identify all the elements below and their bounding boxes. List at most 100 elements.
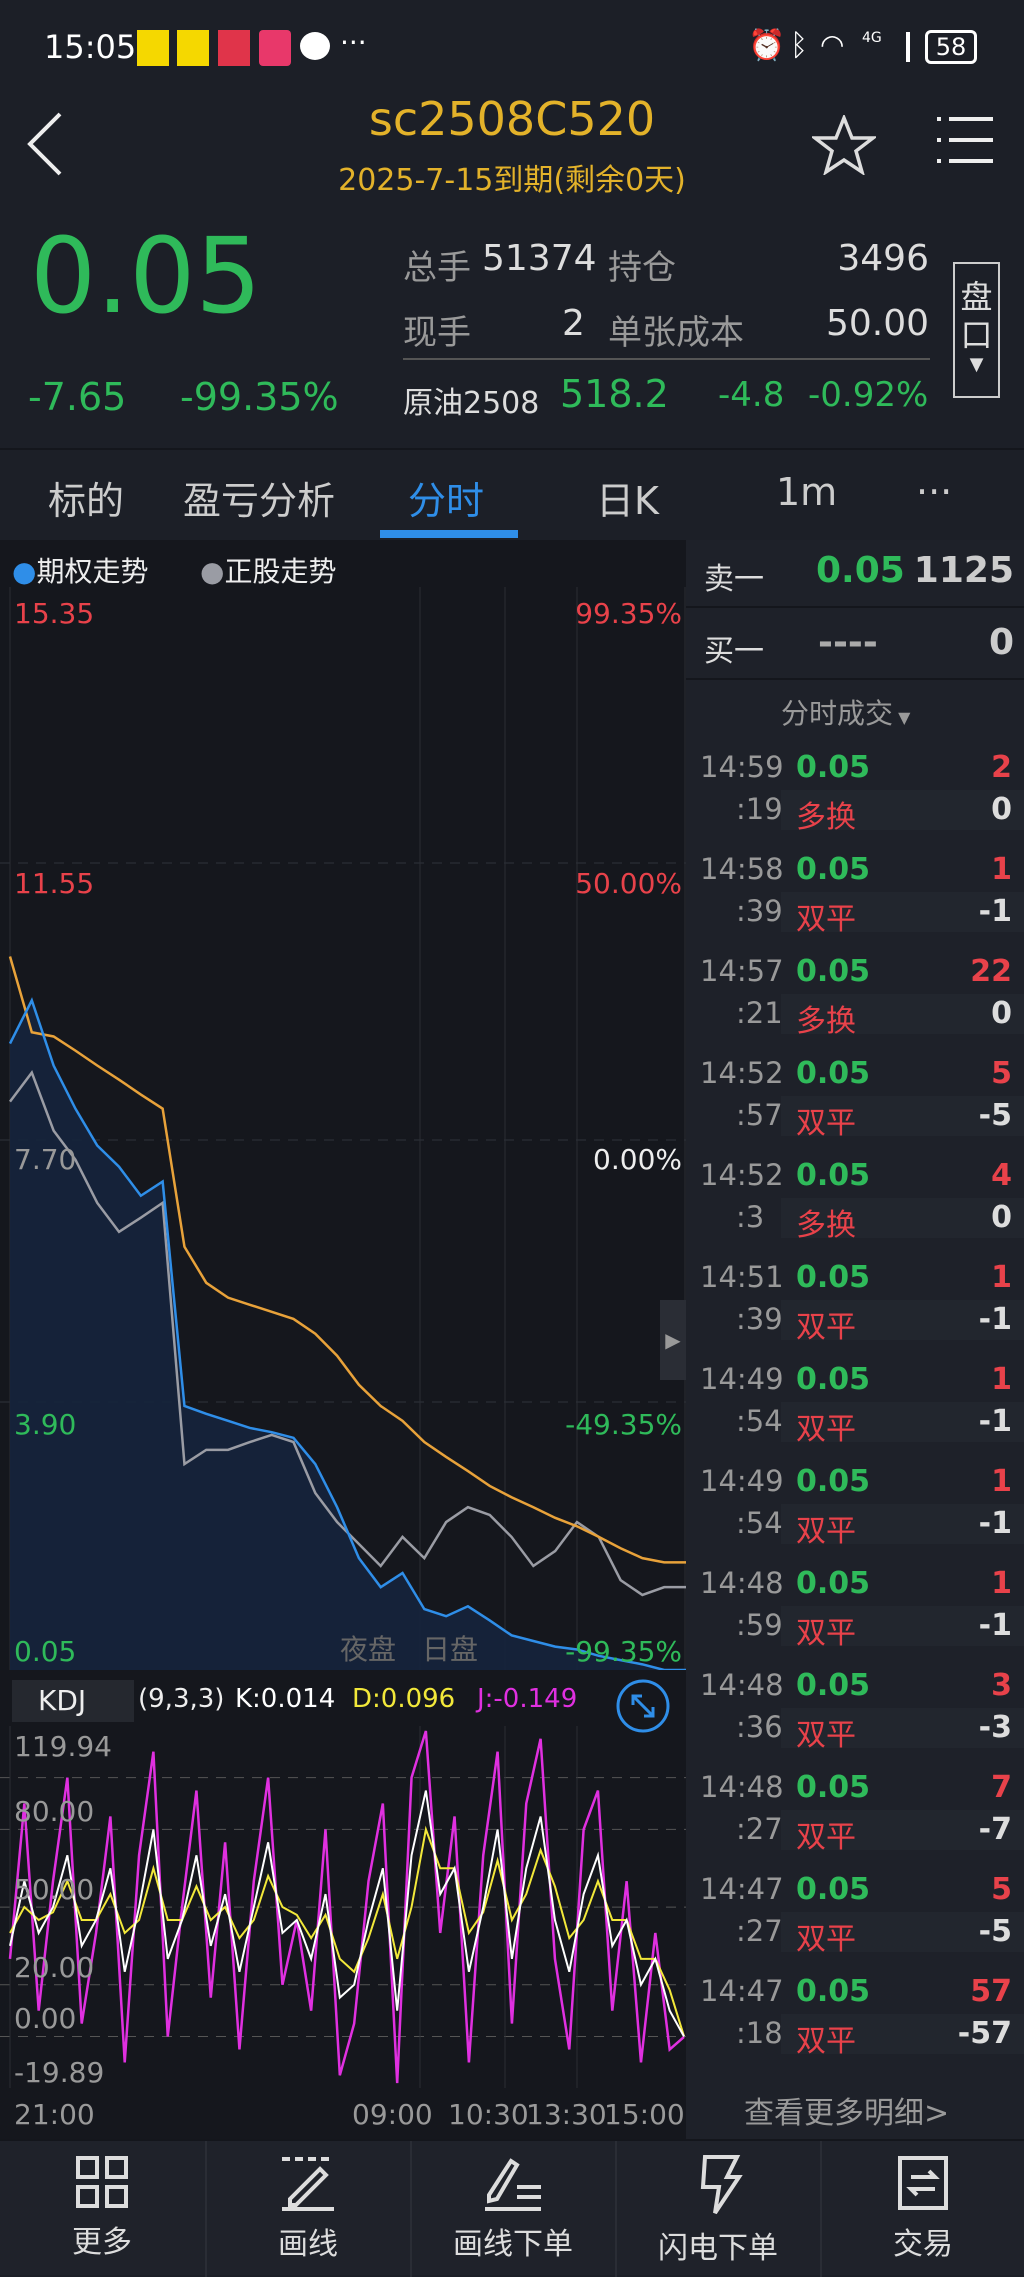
trade-price: 0.05 <box>796 1464 871 1499</box>
trade-oi-change: 0 <box>991 792 1012 827</box>
trade-row: 14:47 :18 0.05 双平 57 -57 <box>686 1974 1024 2076</box>
draw-line-order-button[interactable]: 画线下单 <box>410 2141 614 2277</box>
y-right-tick: 99.35% <box>575 597 682 630</box>
trade-row: 14:48 :36 0.05 双平 3 -3 <box>686 1668 1024 1770</box>
trade-oi-change: 0 <box>991 996 1012 1031</box>
back-icon[interactable] <box>24 110 68 178</box>
trade-time: 14:49 <box>700 1362 784 1396</box>
row-band <box>781 2014 1024 2054</box>
trade-volume: 1 <box>991 852 1012 887</box>
kdj-tick: 119.94 <box>14 1730 112 1763</box>
expand-panel-arrow-icon[interactable]: ▶ <box>660 1300 686 1380</box>
underlying-change-pct: -0.92% <box>808 375 929 415</box>
legend-underlying: ●正股走势 <box>200 555 337 588</box>
signal-icon <box>880 32 910 62</box>
trade-type: 双平 <box>796 1922 856 1957</box>
y-left-tick: 3.90 <box>14 1408 77 1441</box>
battery-icon: 58 <box>925 30 977 64</box>
trade-price: 0.05 <box>796 1872 871 1907</box>
order-book-panel-toggle[interactable]: 盘口 ▼ <box>953 262 1000 398</box>
trade-row: 14:48 :59 0.05 双平 1 -1 <box>686 1566 1024 1668</box>
trade-time: 14:48 <box>700 1668 784 1702</box>
pencil-icon <box>282 2157 334 2211</box>
y-right-tick: -49.35% <box>565 1408 682 1441</box>
row-band <box>781 1810 1024 1850</box>
row-band <box>781 1402 1024 1442</box>
trade-time: 14:52 <box>700 1158 784 1192</box>
tab-underlying[interactable]: 标的 <box>48 479 125 523</box>
trade-time: 14:47 <box>700 1974 784 2008</box>
trade-oi-change: -57 <box>957 2016 1012 2051</box>
total-volume-value: 51374 <box>482 238 597 279</box>
video-app-icon <box>259 30 291 66</box>
menu-icon[interactable] <box>935 115 995 165</box>
more-notifications-icon: ··· <box>340 26 367 59</box>
trade-button[interactable]: 交易 <box>820 2141 1024 2277</box>
last-price: 0.05 <box>30 215 262 337</box>
view-more-details-link[interactable]: 查看更多明细> <box>744 2096 950 2131</box>
trade-type: 多换 <box>796 1004 856 1039</box>
kdj-tick: 80.00 <box>14 1795 95 1828</box>
trade-type: 双平 <box>796 1106 856 1141</box>
trade-volume: 57 <box>970 1974 1012 2009</box>
bid-label: 买一 <box>704 634 764 669</box>
trade-type: 双平 <box>796 1718 856 1753</box>
x-tick: 13:30 <box>526 2098 607 2131</box>
indicator-selector[interactable]: KDJ <box>12 1680 134 1722</box>
ask-price: 0.05 <box>816 550 905 591</box>
x-tick: 15:00 <box>604 2098 685 2131</box>
trade-row: 14:52 :3 0.05 多换 4 0 <box>686 1158 1024 1260</box>
underlying-name[interactable]: 原油2508 <box>403 386 540 421</box>
star-icon[interactable] <box>812 115 876 175</box>
trade-seconds: :54 <box>736 1506 783 1540</box>
tab-1m[interactable]: 1m <box>776 470 838 514</box>
price-change: -7.65 <box>28 375 127 419</box>
expiry-info: 2025-7-15到期(剩余0天) <box>338 163 686 198</box>
trade-row: 14:51 :39 0.05 双平 1 -1 <box>686 1260 1024 1362</box>
trade-volume: 5 <box>991 1056 1012 1091</box>
trade-type: 多换 <box>796 800 856 835</box>
divider <box>686 678 1024 680</box>
trade-row: 14:52 :57 0.05 双平 5 -5 <box>686 1056 1024 1158</box>
x-tick: 09:00 <box>352 2098 433 2131</box>
flash-order-button[interactable]: 闪电下单 <box>615 2141 819 2277</box>
fullscreen-icon[interactable] <box>615 1678 671 1734</box>
trade-price: 0.05 <box>796 1158 871 1193</box>
price-plot <box>0 587 686 1670</box>
option-area-fill <box>10 1000 686 1670</box>
draw-line-button[interactable]: 画线 <box>205 2141 409 2277</box>
tab-daily-k[interactable]: 日K <box>596 479 659 523</box>
trade-oi-change: -1 <box>978 1608 1012 1643</box>
j-line <box>8 1730 685 2084</box>
trade-type: 多换 <box>796 1208 856 1243</box>
trade-volume: 1 <box>991 1260 1012 1295</box>
trades-filter-dropdown[interactable]: 分时成交 ▼ <box>781 697 911 730</box>
ask-volume: 1125 <box>913 550 1014 591</box>
chat-icon <box>300 32 330 60</box>
trade-volume: 1 <box>991 1362 1012 1397</box>
row-band <box>781 892 1024 932</box>
pencil-order-icon <box>485 2158 541 2211</box>
bluetooth-icon: ᛒ <box>790 28 808 63</box>
trade-volume: 4 <box>991 1158 1012 1193</box>
trade-oi-change: -7 <box>978 1812 1012 1847</box>
tab-pnl-analysis[interactable]: 盈亏分析 <box>183 479 336 523</box>
k-value: K:0.014 <box>235 1684 336 1714</box>
tab-more[interactable]: ··· <box>916 470 953 514</box>
trade-type: 双平 <box>796 1310 856 1345</box>
intraday-chart[interactable]: ●期权走势 ●正股走势 15.35 11.55 7.70 3.90 0.05 9… <box>0 540 686 2140</box>
trade-time: 14:58 <box>700 852 784 886</box>
unit-cost-label: 单张成本 <box>608 313 744 353</box>
divider <box>403 358 930 360</box>
tab-intraday[interactable]: 分时 <box>408 479 485 523</box>
trade-price: 0.05 <box>796 1974 871 2009</box>
bid-volume: 0 <box>988 622 1014 663</box>
trade-volume: 3 <box>991 1668 1012 1703</box>
row-band <box>781 1504 1024 1544</box>
trade-seconds: :57 <box>736 1098 783 1132</box>
more-button[interactable]: 更多 <box>0 2141 204 2277</box>
panel-label: 盘口 <box>960 278 993 354</box>
bid-price: ---- <box>818 622 878 663</box>
open-interest-value: 3496 <box>837 238 929 279</box>
trade-oi-change: -1 <box>978 1404 1012 1439</box>
